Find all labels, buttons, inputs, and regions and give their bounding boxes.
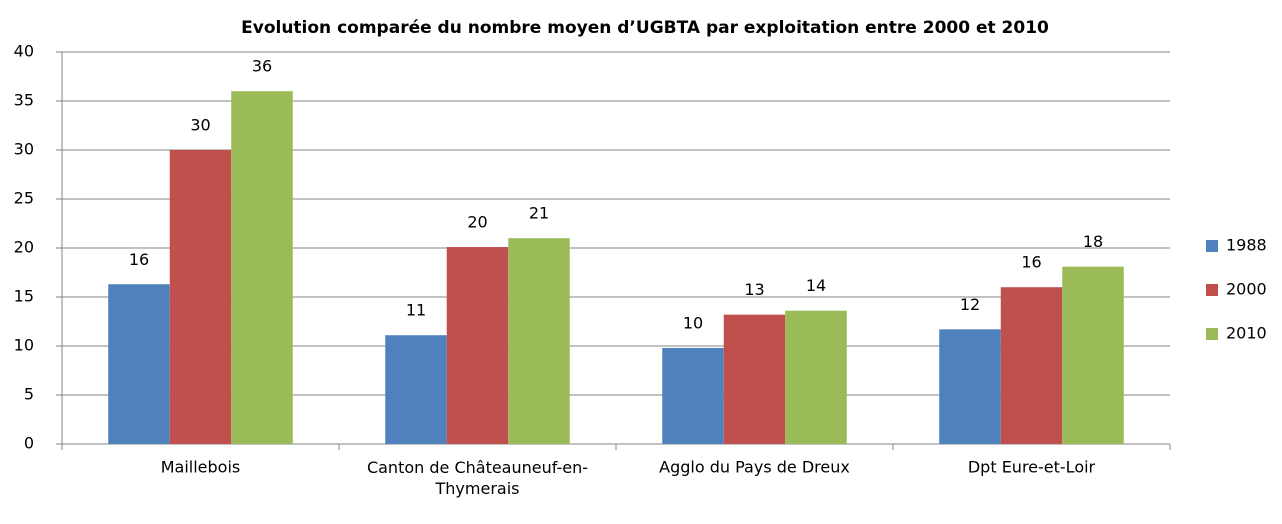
value-label: 18 [1083, 232, 1103, 251]
value-label: 11 [406, 301, 426, 320]
y-tick-label: 25 [14, 189, 34, 208]
value-label: 12 [960, 295, 980, 314]
x-tick-label: Maillebois [161, 458, 241, 477]
value-label: 16 [129, 250, 149, 269]
value-label: 14 [806, 276, 826, 295]
value-label: 36 [252, 57, 272, 76]
value-label: 10 [683, 313, 703, 332]
bar [939, 329, 1001, 444]
x-tick-label: Canton de Châteauneuf-en-Thymerais [367, 458, 588, 498]
bar [1000, 287, 1063, 444]
y-tick-label: 20 [14, 238, 34, 257]
legend-label: 2000 [1226, 280, 1267, 299]
legend-swatch [1206, 240, 1218, 252]
y-tick-label: 30 [14, 140, 34, 159]
bar [723, 314, 786, 444]
value-label: 30 [190, 116, 210, 135]
bar [231, 91, 293, 444]
bar [446, 247, 509, 444]
bar [785, 310, 847, 444]
bar [385, 335, 447, 444]
bar [108, 284, 170, 444]
bar [169, 150, 232, 444]
legend-swatch [1206, 328, 1218, 340]
value-label: 13 [744, 280, 764, 299]
x-tick-label: Dpt Eure-et-Loir [968, 458, 1096, 477]
value-label: 20 [467, 213, 487, 232]
y-tick-label: 0 [24, 434, 34, 453]
bar [662, 347, 724, 444]
y-tick-label: 15 [14, 287, 34, 306]
bar [508, 238, 570, 444]
x-tick-label: Agglo du Pays de Dreux [659, 458, 850, 477]
y-tick-label: 5 [24, 385, 34, 404]
y-tick-label: 40 [14, 42, 34, 61]
value-label: 16 [1021, 253, 1041, 272]
y-tick-label: 35 [14, 91, 34, 110]
chart-title: Evolution comparée du nombre moyen d’UGB… [241, 18, 1049, 38]
legend-label: 2010 [1226, 324, 1267, 343]
bar [1062, 266, 1124, 444]
legend-swatch [1206, 284, 1218, 296]
y-tick-label: 10 [14, 336, 34, 355]
value-label: 21 [529, 204, 549, 223]
legend-label: 1988 [1226, 236, 1267, 255]
